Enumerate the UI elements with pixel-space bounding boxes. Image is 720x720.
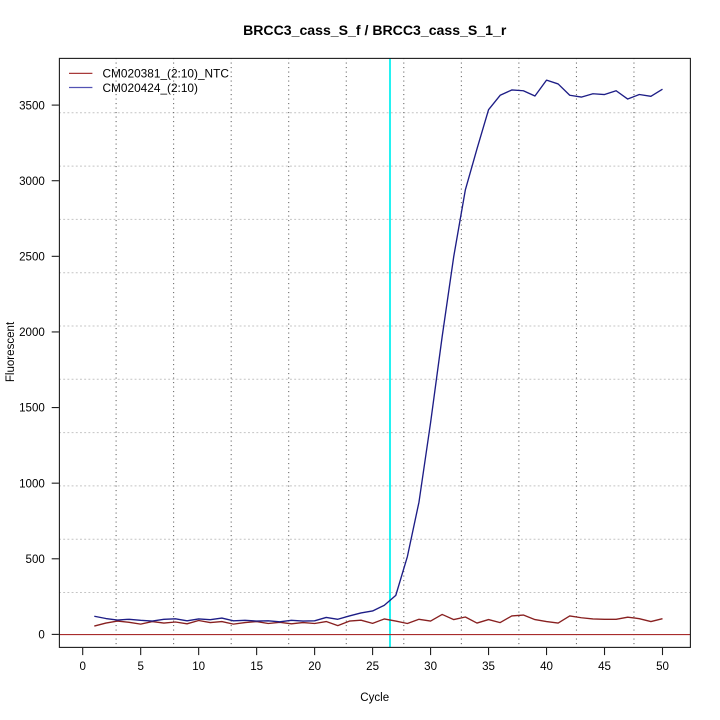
svg-text:5: 5 [137,661,143,673]
svg-text:CM020381_(2:10)_NTC: CM020381_(2:10)_NTC [103,66,230,80]
svg-text:Cycle: Cycle [360,692,389,704]
svg-text:Fluorescent: Fluorescent [5,321,17,382]
svg-text:2000: 2000 [19,327,45,339]
svg-text:2500: 2500 [19,251,45,263]
svg-text:15: 15 [250,661,263,673]
svg-text:50: 50 [656,661,669,673]
svg-text:0: 0 [79,661,85,673]
svg-text:40: 40 [540,661,553,673]
svg-text:3500: 3500 [19,100,45,112]
svg-text:500: 500 [26,554,45,566]
svg-text:1000: 1000 [19,478,45,490]
svg-text:45: 45 [598,661,611,673]
svg-text:10: 10 [192,661,205,673]
svg-text:20: 20 [308,661,321,673]
svg-text:35: 35 [482,661,495,673]
svg-text:CM020424_(2:10): CM020424_(2:10) [103,81,199,95]
svg-text:3000: 3000 [19,176,45,188]
svg-text:BRCC3_cass_S_f / BRCC3_cass_S_: BRCC3_cass_S_f / BRCC3_cass_S_1_r [243,22,507,38]
svg-text:1500: 1500 [19,403,45,415]
svg-text:30: 30 [424,661,437,673]
svg-text:25: 25 [366,661,379,673]
svg-text:0: 0 [38,630,44,642]
